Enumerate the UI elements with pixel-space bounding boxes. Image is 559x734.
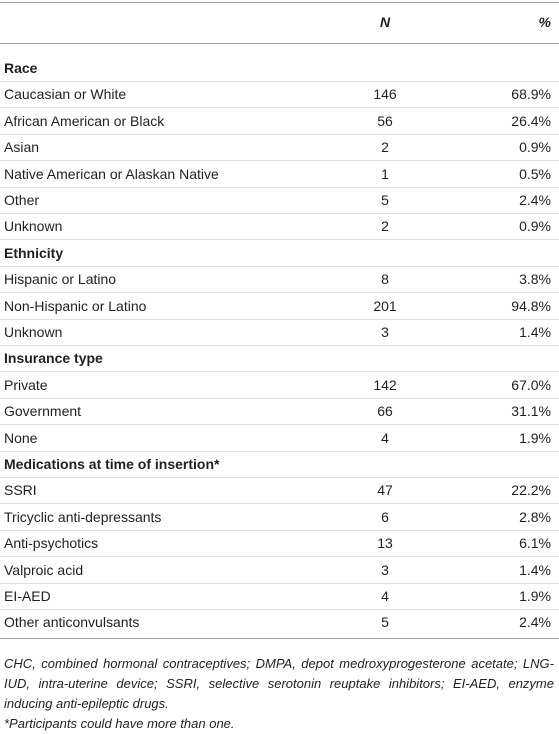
row-pct: 2.4% <box>519 192 551 208</box>
rule <box>0 2 559 3</box>
rule <box>0 476 559 478</box>
row-pct: 0.9% <box>519 218 551 235</box>
rule <box>0 265 559 267</box>
rule <box>0 107 559 109</box>
row-label: Asian <box>4 139 40 156</box>
row-pct: 6.1% <box>519 535 551 552</box>
section-title: Medications at time of insertion* <box>4 456 220 472</box>
row-n: 1 <box>381 165 389 182</box>
row-label: Other anticonvulsants <box>4 614 140 631</box>
footnotes: CHC, combined hormonal contraceptives; D… <box>4 654 554 734</box>
rule <box>0 556 559 558</box>
row-pct: 1.4% <box>519 324 551 340</box>
rule <box>0 637 559 639</box>
rule <box>0 239 559 241</box>
rule <box>0 43 559 44</box>
row-label: Non-Hispanic or Latino <box>4 297 147 314</box>
row-pct: 2.8% <box>519 508 551 525</box>
row-n: 13 <box>377 535 393 552</box>
row-label: EI-AED <box>4 588 51 604</box>
row-label: Private <box>4 376 48 393</box>
row-pct: 67.0% <box>511 376 551 393</box>
header-pct: % <box>538 14 551 30</box>
row-pct: 1.4% <box>519 561 551 578</box>
rule <box>0 212 559 214</box>
row-n: 146 <box>373 86 397 103</box>
rule <box>0 503 559 505</box>
rule <box>0 186 559 188</box>
row-label: Hispanic or Latino <box>4 271 117 288</box>
rule <box>0 292 559 294</box>
row-pct: 94.8% <box>511 297 551 314</box>
row-label: Other <box>4 192 40 208</box>
row-label: Native American or Alaskan Native <box>4 165 219 182</box>
row-n: 4 <box>381 588 389 604</box>
row-n: 2 <box>381 139 389 156</box>
row-label: Unknown <box>4 218 63 235</box>
row-pct: 3.8% <box>519 271 551 288</box>
section-title: Ethnicity <box>4 244 64 261</box>
section-title: Insurance type <box>4 350 103 367</box>
row-n: 47 <box>377 482 393 499</box>
row-pct: 1.9% <box>519 588 551 604</box>
rule <box>0 318 559 320</box>
rule <box>0 529 559 531</box>
section-title: Race <box>4 60 38 76</box>
row-pct: 68.9% <box>511 86 551 103</box>
row-n: 2 <box>381 218 389 235</box>
rule <box>0 133 559 135</box>
row-label: Tricyclic anti-depressants <box>4 508 162 525</box>
row-label: Unknown <box>4 324 63 340</box>
row-pct: 2.4% <box>519 614 551 631</box>
footnote: CHC, combined hormonal contraceptives; D… <box>4 656 554 711</box>
rule <box>0 608 559 610</box>
row-n: 201 <box>373 297 397 314</box>
footnote: *Participants could have more than one. <box>4 716 235 731</box>
row-n: 66 <box>377 403 393 420</box>
row-label: SSRI <box>4 482 37 499</box>
rule <box>0 397 559 399</box>
rule <box>0 424 559 426</box>
row-n: 5 <box>381 192 389 208</box>
row-pct: 0.5% <box>519 165 551 182</box>
row-n: 5 <box>381 614 389 631</box>
rule <box>0 80 559 82</box>
row-label: Government <box>4 403 82 420</box>
row-label: Anti-psychotics <box>4 535 99 552</box>
header-n: N <box>379 14 391 30</box>
row-pct: 31.1% <box>511 403 551 420</box>
row-pct: 26.4% <box>511 112 551 129</box>
rule <box>0 450 559 452</box>
row-pct: 0.9% <box>519 139 551 156</box>
row-pct: 22.2% <box>511 482 551 499</box>
row-pct: 1.9% <box>519 429 551 446</box>
row-label: African American or Black <box>4 112 165 129</box>
row-n: 3 <box>381 324 389 340</box>
rule <box>0 344 559 346</box>
row-n: 4 <box>381 429 389 446</box>
row-label: Caucasian or White <box>4 86 127 103</box>
rule <box>0 371 559 373</box>
row-n: 142 <box>373 376 397 393</box>
row-n: 8 <box>381 271 389 288</box>
rule <box>0 582 559 584</box>
row-n: 3 <box>381 561 389 578</box>
row-n: 56 <box>377 112 393 129</box>
row-n: 6 <box>381 508 389 525</box>
row-label: Valproic acid <box>4 561 84 578</box>
rule <box>0 160 559 162</box>
row-label: None <box>4 429 38 446</box>
